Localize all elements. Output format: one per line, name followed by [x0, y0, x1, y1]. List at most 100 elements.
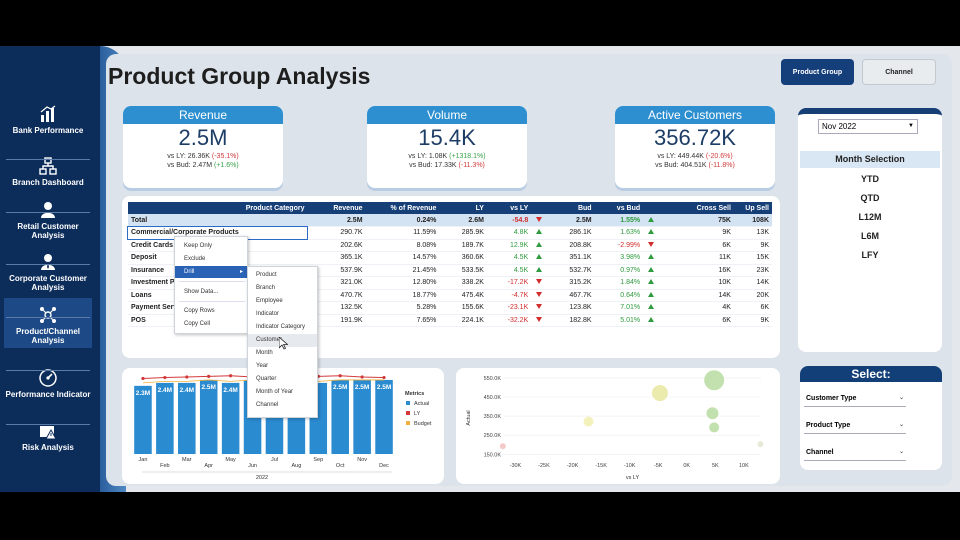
month-option-qtd[interactable]: QTD	[860, 193, 880, 203]
menu-item-show-data[interactable]: Show Data...	[184, 289, 219, 295]
cell-bud: 208.8K	[546, 239, 595, 252]
sidebar-item-risk-analysis[interactable]: Risk Analysis	[4, 405, 92, 455]
sidebar-item-label: Bank Performance	[12, 126, 84, 135]
table-total-row[interactable]: Total 2.5M 0.24% 2.6M -54.8 2.5M 1.55% 75K 108K	[128, 214, 772, 227]
context-menu: Keep Only Exclude Drill ▸ Show Data... Co…	[174, 236, 248, 334]
menu-item-copy-rows[interactable]: Copy Rows	[184, 308, 215, 314]
month-dropdown[interactable]: Nov 2022 ▼	[818, 119, 918, 134]
sidebar-item-retail-customer-analysis[interactable]: Retail Customer Analysis	[4, 193, 92, 243]
corporate-customer-icon	[39, 253, 57, 271]
bar-data-label: 2.5M	[201, 384, 215, 391]
cell-pct-revenue: 8.08%	[365, 239, 440, 252]
submenu-item-employee[interactable]: Employee	[256, 298, 283, 304]
month-selection-panel: Nov 2022 ▼ Month Selection YTD QTD L12M L…	[798, 108, 942, 352]
cell-vs-ly-indicator	[531, 264, 547, 277]
ly-point	[382, 375, 386, 380]
cell-vs-ly: 12.9K	[486, 239, 532, 252]
col-cross-sell[interactable]: Cross Sell	[657, 202, 734, 214]
submenu-item-indicator[interactable]: Indicator	[256, 311, 280, 317]
arrow-up-icon	[647, 304, 654, 310]
arrow-up-icon	[647, 279, 654, 285]
cell-pct-revenue: 11.59%	[365, 226, 440, 240]
retail-customer-icon	[39, 201, 57, 219]
month-option-ytd[interactable]: YTD	[861, 174, 879, 184]
col-revenue[interactable]: Revenue	[307, 202, 366, 214]
revenue-kpi-card: Revenue 2.5M vs LY: 26.36K (-35.1%) vs B…	[123, 106, 283, 188]
month-option-lfy[interactable]: LFY	[861, 250, 879, 260]
cell-revenue: 470.7K	[307, 289, 366, 302]
cell-pct-revenue: 5.28%	[365, 301, 440, 315]
bar-actual	[331, 379, 349, 454]
x-tick-label: -15K	[595, 463, 607, 469]
bar-data-label: 2.3M	[136, 390, 150, 397]
submenu-item-branch[interactable]: Branch	[256, 285, 276, 291]
submenu-item-month-of-year[interactable]: Month of Year	[256, 389, 294, 395]
sidebar-item-label: Corporate Customer Analysis	[9, 274, 87, 292]
month-option-l6m[interactable]: L6M	[861, 231, 879, 241]
filter-label: Channel	[806, 449, 834, 456]
y-tick-label: 250.0K	[484, 433, 502, 439]
submenu-item-quarter[interactable]: Quarter	[256, 376, 277, 382]
menu-item-keep-only[interactable]: Keep Only	[184, 243, 213, 249]
cell-cross-sell: 75K	[657, 214, 734, 227]
sidebar-divider	[6, 424, 90, 425]
cell-revenue: 537.9K	[307, 264, 366, 277]
col-vs-bud[interactable]: vs Bud	[594, 202, 644, 214]
submenu-item-month[interactable]: Month	[256, 350, 273, 356]
scatter-point	[583, 416, 594, 427]
submenu-item-indicator-category[interactable]: Indicator Category	[256, 324, 306, 330]
menu-item-exclude[interactable]: Exclude	[184, 256, 206, 262]
sidebar-item-product-channel-analysis[interactable]: Product/Channel Analysis	[4, 298, 92, 348]
col-vs-ly[interactable]: vs LY	[486, 202, 532, 214]
submenu-item-channel[interactable]: Channel	[256, 402, 279, 408]
sidebar-item-corporate-customer-analysis[interactable]: Corporate Customer Analysis	[4, 245, 92, 295]
kpi-ly-pct: (+1318.1%)	[449, 153, 486, 160]
col-ly[interactable]: LY	[439, 202, 487, 214]
x-tick-label: -25K	[538, 463, 550, 469]
cell-bud: 123.8K	[546, 301, 595, 315]
sidebar-item-bank-performance[interactable]: Bank Performance	[4, 88, 92, 138]
channel-button[interactable]: Channel	[862, 59, 936, 85]
table-row[interactable]: Commercial/Corporate Products 290.7K 11.59…	[126, 225, 772, 240]
col-pct-revenue[interactable]: % of Revenue	[365, 202, 440, 214]
kpi-value: 2.5M	[178, 125, 228, 150]
menu-item-drill[interactable]: Drill ▸	[175, 266, 247, 278]
table-row[interactable]: Deposit 365.1K 14.57% 360.6K 4.5K 351.1K 3.98%…	[128, 251, 772, 265]
sidebar-item-performance-indicator[interactable]: Performance Indicator	[4, 352, 92, 402]
cell-ly: 285.9K	[439, 226, 487, 240]
col-up-sell[interactable]: Up Sell	[733, 202, 772, 214]
arrow-down-icon	[535, 216, 542, 222]
cell-vs-ly: 4.5K	[486, 251, 532, 265]
submenu-item-product[interactable]: Product	[256, 272, 277, 278]
channel-filter[interactable]: Channel ⌄	[804, 444, 906, 461]
cell-up-sell: 15K	[733, 251, 772, 265]
ly-point	[360, 375, 364, 379]
cell-cross-sell: 4K	[657, 301, 734, 315]
chevron-down-icon: ⌄	[898, 449, 904, 455]
cell-revenue: 191.9K	[307, 314, 366, 327]
sidebar-item-branch-dashboard[interactable]: Branch Dashboard	[4, 140, 92, 190]
ly-point	[229, 374, 233, 378]
customer-type-filter[interactable]: Customer Type ⌄	[804, 390, 906, 407]
cell-pct-revenue: 18.77%	[365, 289, 440, 302]
submenu-item-year[interactable]: Year	[256, 363, 269, 369]
col-bud[interactable]: Bud	[546, 202, 595, 214]
kpi-bud-label: vs Bud: 404.51K	[655, 162, 707, 169]
cell-ly: 533.5K	[439, 264, 487, 277]
cell-revenue: 202.6K	[307, 239, 366, 252]
chevron-down-icon: ⌄	[898, 395, 904, 401]
ly-point	[207, 374, 211, 378]
col-vs-ly-indicator	[531, 202, 547, 214]
bar-data-label: 2.4M	[223, 387, 237, 394]
product-type-filter[interactable]: Product Type ⌄	[804, 417, 906, 434]
menu-item-copy-cell[interactable]: Copy Cell	[184, 321, 211, 327]
x-tick-label: Dec	[379, 463, 389, 469]
cell-revenue: 2.5M	[307, 214, 366, 227]
bar-actual	[375, 379, 393, 454]
product-group-button[interactable]: Product Group	[781, 59, 854, 85]
sidebar-item-label: Retail Customer Analysis	[17, 222, 79, 240]
col-product-category[interactable]: Product Category	[128, 202, 308, 214]
cell-vs-bud: 0.97%	[594, 264, 644, 277]
x-tick-label: Nov	[357, 457, 367, 463]
month-option-l12m[interactable]: L12M	[858, 212, 882, 222]
